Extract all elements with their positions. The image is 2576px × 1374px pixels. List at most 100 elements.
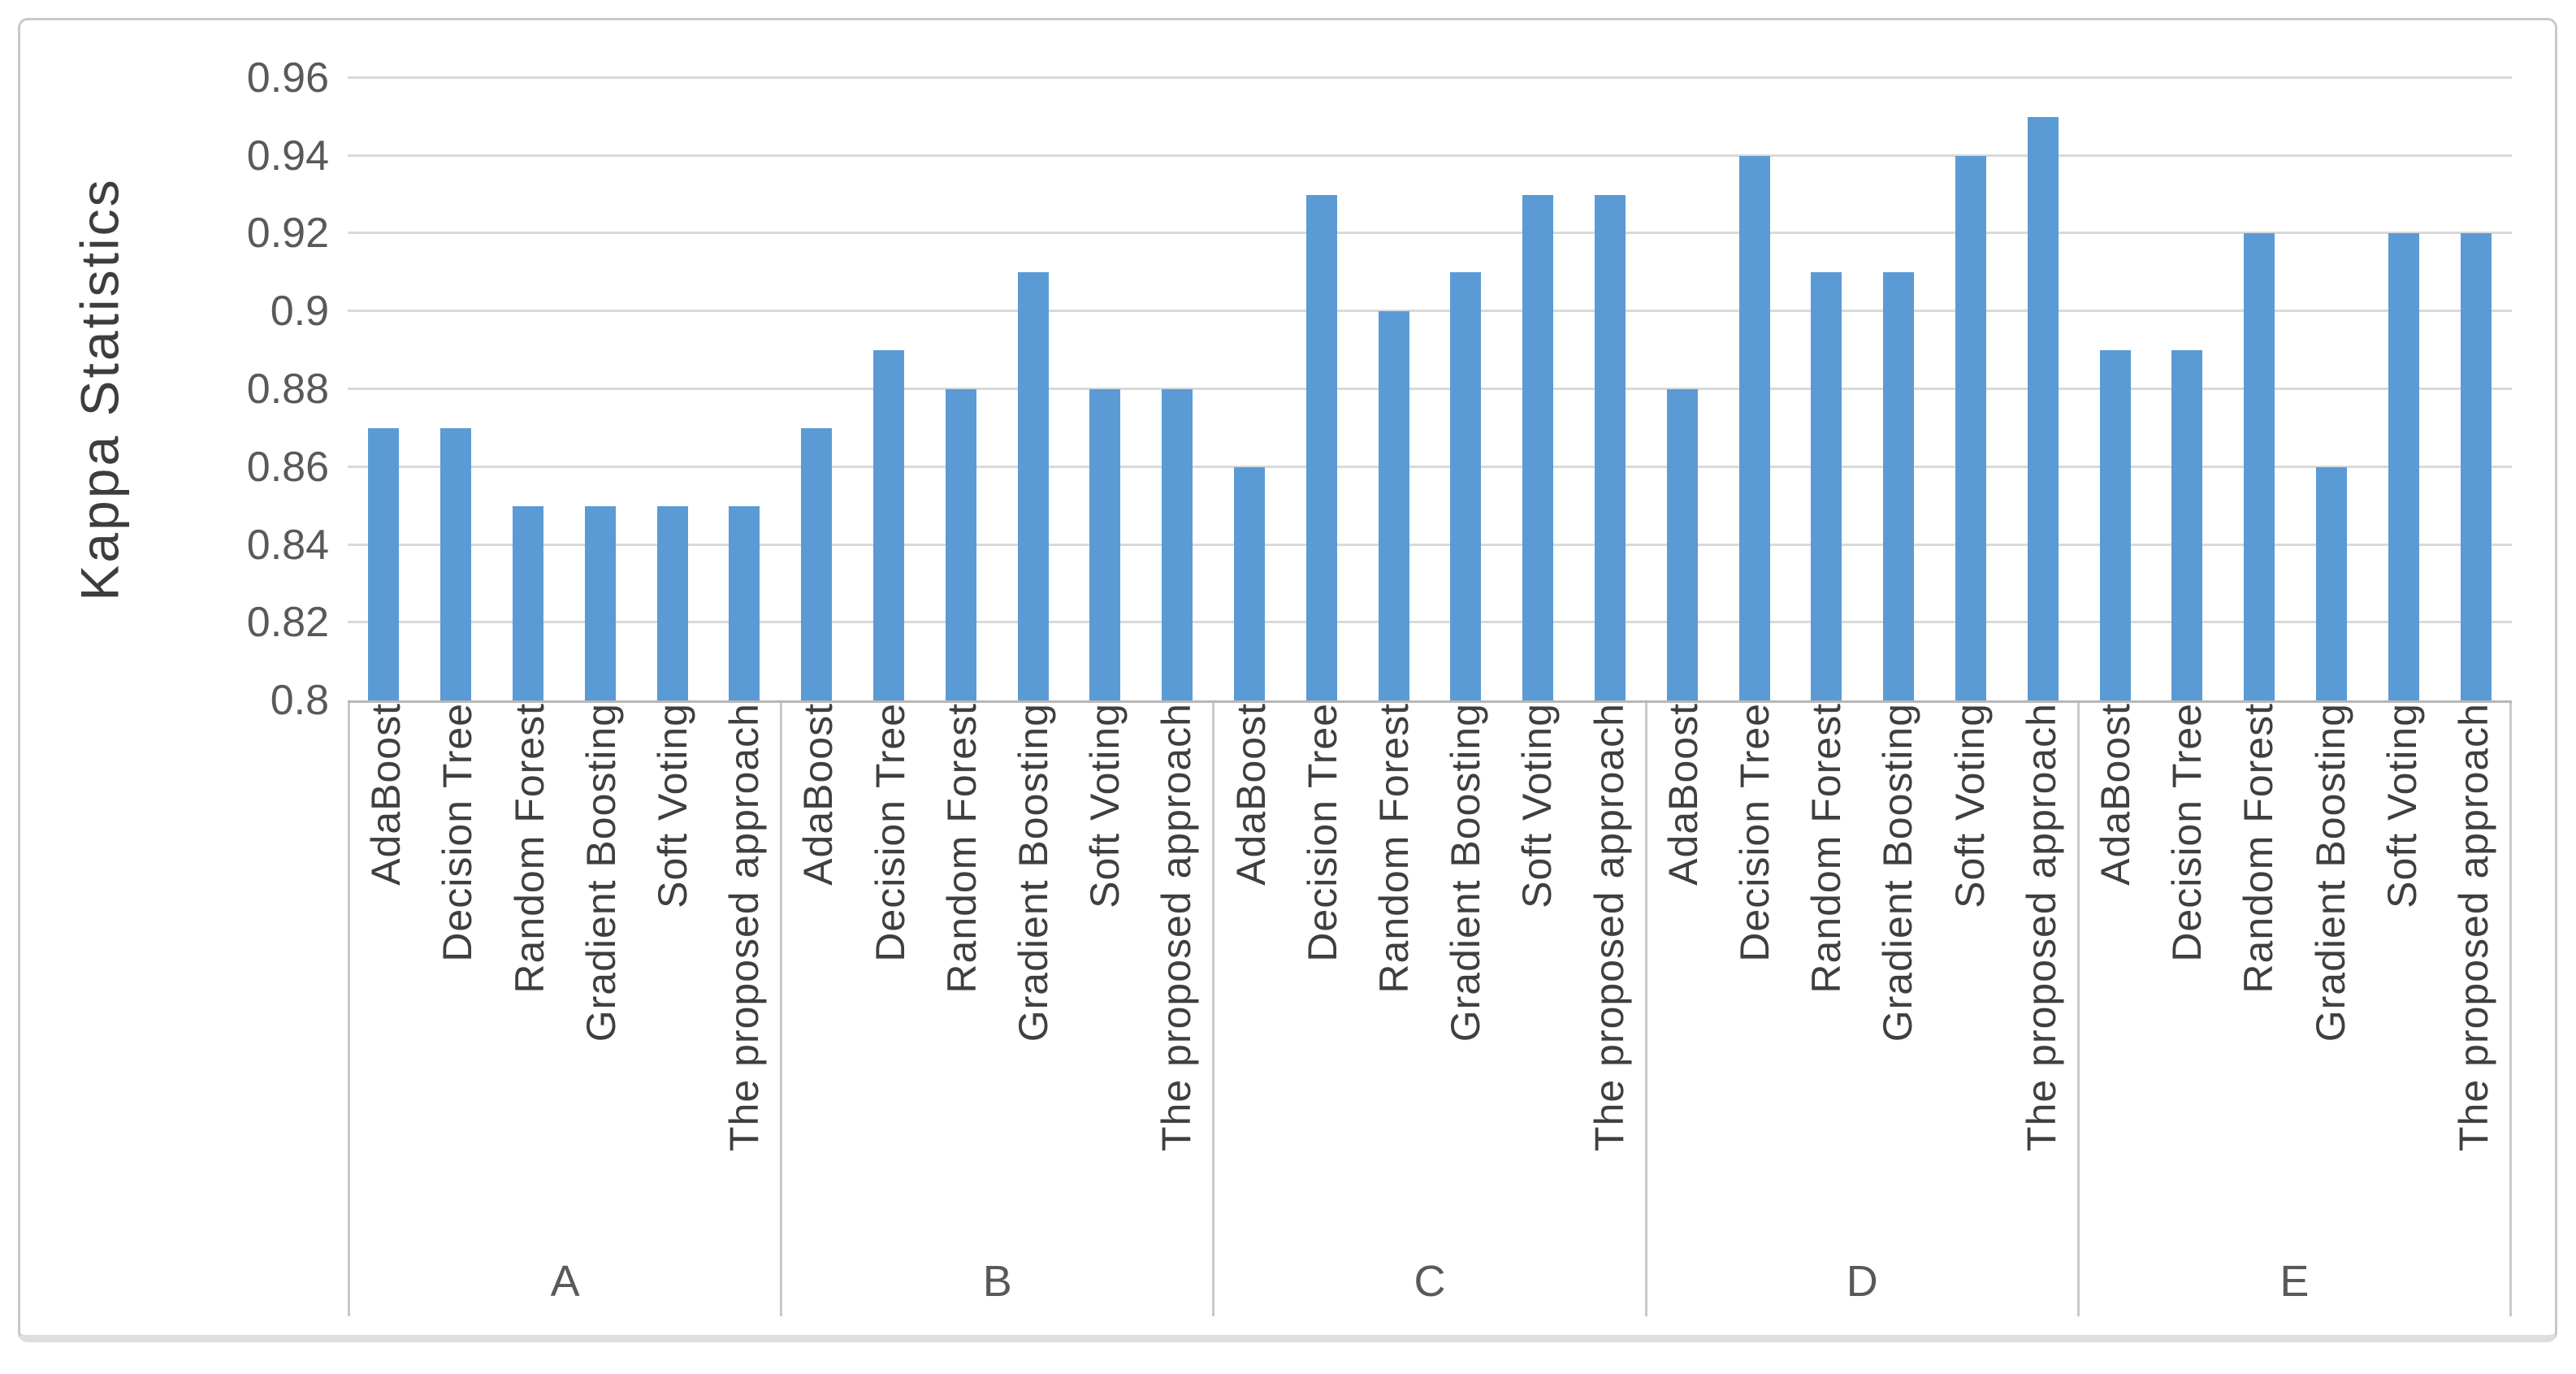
bar-A-Gradient Boosting: [584, 506, 616, 700]
category-label-slot: Soft Voting: [637, 703, 708, 1231]
y-tick-label-0.94: 0.94: [246, 132, 329, 180]
y-tick-label-0.84: 0.84: [246, 522, 329, 569]
category-label: Soft Voting: [1946, 703, 1993, 908]
bar-E-Gradient Boosting: [2315, 467, 2347, 700]
bar-slot: [1430, 78, 1502, 700]
bar-slot: [636, 78, 708, 700]
category-label: Decision Tree: [1731, 703, 1777, 962]
y-tick-label-0.86: 0.86: [246, 444, 329, 491]
category-label-slot: Decision Tree: [854, 703, 925, 1231]
bar-E-The proposed approach: [2460, 233, 2492, 700]
category-label-slot: AdaBoost: [350, 703, 422, 1231]
category-label-slot: Random Forest: [1358, 703, 1430, 1231]
category-label: Decision Tree: [2164, 703, 2210, 962]
bar-A-AdaBoost: [368, 428, 400, 700]
group-label-D: D: [1846, 1257, 1878, 1306]
category-label-slot: Gradient Boosting: [1430, 703, 1501, 1231]
bar-slot: [1863, 78, 1935, 700]
category-label: Soft Voting: [1514, 703, 1561, 908]
group-label-A: A: [550, 1257, 580, 1306]
bar-group-A: [348, 78, 781, 700]
category-label-slot: The proposed approach: [708, 703, 780, 1231]
group-label-E: E: [2279, 1257, 2310, 1306]
category-label-slot: The proposed approach: [1573, 703, 1644, 1231]
bar-slot: [420, 78, 492, 700]
category-label: The proposed approach: [1586, 703, 1632, 1151]
bar-D-Soft Voting: [1955, 156, 1986, 700]
bar-B-Decision Tree: [872, 350, 904, 700]
category-label: Gradient Boosting: [1875, 703, 1921, 1042]
y-tick-label-0.8: 0.8: [270, 677, 329, 724]
bar-C-Decision Tree: [1305, 195, 1337, 700]
category-label: Soft Voting: [2379, 703, 2425, 908]
category-group-E: AdaBoost Decision Tree Random Forest Gradie…: [2076, 703, 2513, 1316]
category-label-slot: Gradient Boosting: [998, 703, 1069, 1231]
category-label: Random Forest: [1370, 703, 1417, 994]
bar-D-The proposed approach: [2027, 117, 2059, 700]
category-label-slot: Random Forest: [1790, 703, 1862, 1231]
bar-slot: [853, 78, 925, 700]
bar-C-Gradient Boosting: [1450, 272, 1482, 700]
category-label: Gradient Boosting: [2307, 703, 2353, 1042]
bar-slot: [2296, 78, 2368, 700]
y-axis-tick-labels: 0.8 0.82 0.84 0.86 0.88 0.9 0.92 0.94 0.96: [134, 54, 329, 724]
bar-E-Decision Tree: [2171, 350, 2203, 700]
gridline-0.94: [348, 154, 2512, 157]
category-label: AdaBoost: [363, 703, 409, 886]
category-label: Random Forest: [506, 703, 552, 994]
category-label-slot: Decision Tree: [422, 703, 493, 1231]
bar-slot: [1357, 78, 1430, 700]
category-label-slot: Gradient Boosting: [2294, 703, 2366, 1231]
category-label-slot: AdaBoost: [1647, 703, 1719, 1231]
category-label: Soft Voting: [1082, 703, 1128, 908]
category-group-C: AdaBoost Decision Tree Random Forest Gradie…: [1212, 703, 1644, 1316]
bar-C-Soft Voting: [1522, 195, 1554, 700]
category-label: Random Forest: [2236, 703, 2282, 994]
category-group-A: AdaBoost Decision Tree Random Forest Gradie…: [348, 703, 780, 1316]
category-label-slot: The proposed approach: [2006, 703, 2077, 1231]
bar-A-Random Forest: [512, 506, 543, 700]
bar-C-The proposed approach: [1594, 195, 1626, 700]
bar-slot: [1646, 78, 1718, 700]
bar-A-Decision Tree: [440, 428, 472, 700]
y-tick-label-0.88: 0.88: [246, 366, 329, 413]
group-label-B: B: [982, 1257, 1012, 1306]
category-label: Decision Tree: [435, 703, 481, 962]
category-label-slot: Random Forest: [493, 703, 565, 1231]
bar-slot: [1285, 78, 1357, 700]
bar-slot: [2007, 78, 2079, 700]
bar-slot: [492, 78, 565, 700]
category-label-slot: The proposed approach: [1141, 703, 1212, 1231]
category-label: Random Forest: [1803, 703, 1850, 994]
bar-D-Random Forest: [1811, 272, 1842, 700]
bar-C-Random Forest: [1378, 311, 1409, 700]
gridline-0.92: [348, 232, 2512, 234]
bar-series: [348, 78, 2512, 700]
bar-slot: [997, 78, 1069, 700]
category-label: AdaBoost: [1227, 703, 1274, 886]
bar-D-Gradient Boosting: [1883, 272, 1915, 700]
category-label-slot: Decision Tree: [1287, 703, 1358, 1231]
bar-slot: [564, 78, 636, 700]
category-label-slot: Soft Voting: [2366, 703, 2438, 1231]
y-tick-label-0.9: 0.9: [270, 288, 329, 335]
category-group-D: AdaBoost Decision Tree Random Forest Gradie…: [1644, 703, 2077, 1316]
bar-slot: [1214, 78, 1286, 700]
category-label-slot: Soft Voting: [1933, 703, 2005, 1231]
category-label: Soft Voting: [649, 703, 695, 908]
bar-slot: [708, 78, 781, 700]
category-label-slot: Random Forest: [926, 703, 998, 1231]
bar-B-Random Forest: [945, 389, 976, 700]
category-label: Gradient Boosting: [578, 703, 624, 1042]
bar-slot: [924, 78, 997, 700]
gridline-0.88: [348, 388, 2512, 390]
category-label: The proposed approach: [1154, 703, 1200, 1151]
bar-slot: [1502, 78, 1574, 700]
bar-group-B: [781, 78, 1214, 700]
gridline-0.96: [348, 76, 2512, 79]
y-axis-title: Kappa Statistics: [70, 177, 130, 601]
bar-A-The proposed approach: [729, 506, 760, 700]
chart-figure: Kappa Statistics 0.8 0.82 0.84 0.86 0.88 0.9 0…: [18, 18, 2557, 1342]
gridline-0.86: [348, 466, 2512, 468]
bar-E-Random Forest: [2244, 233, 2275, 700]
